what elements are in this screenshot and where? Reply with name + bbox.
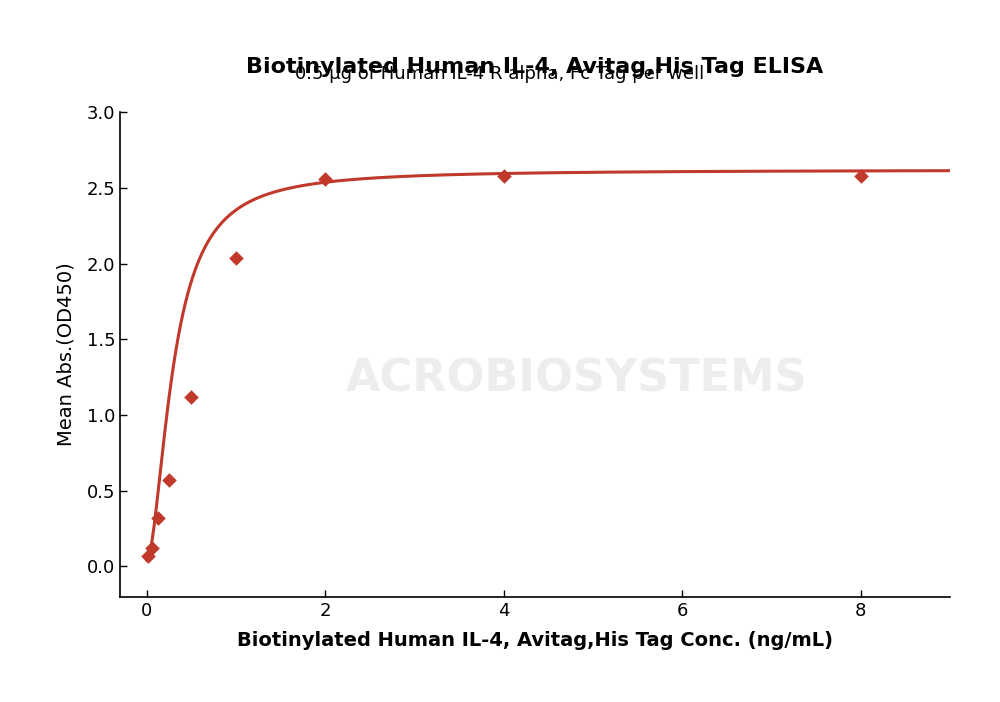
Text: 0.5 μg of Human IL-4 R alpha, Fc Tag per well: 0.5 μg of Human IL-4 R alpha, Fc Tag per… — [295, 65, 705, 83]
Point — [228, 252, 244, 263]
Point — [161, 475, 177, 486]
Point — [150, 512, 166, 524]
Point — [496, 171, 512, 182]
Point — [183, 391, 199, 402]
X-axis label: Biotinylated Human IL-4, Avitag,His Tag Conc. (ng/mL): Biotinylated Human IL-4, Avitag,His Tag … — [237, 630, 833, 649]
Point — [140, 550, 156, 562]
Y-axis label: Mean Abs.(OD450): Mean Abs.(OD450) — [56, 263, 75, 446]
Point — [853, 171, 869, 182]
Point — [144, 543, 160, 554]
Point — [317, 173, 333, 185]
Title: Biotinylated Human IL-4, Avitag,His Tag ELISA: Biotinylated Human IL-4, Avitag,His Tag … — [246, 58, 824, 77]
Text: ACROBIOSYSTEMS: ACROBIOSYSTEMS — [346, 357, 807, 400]
